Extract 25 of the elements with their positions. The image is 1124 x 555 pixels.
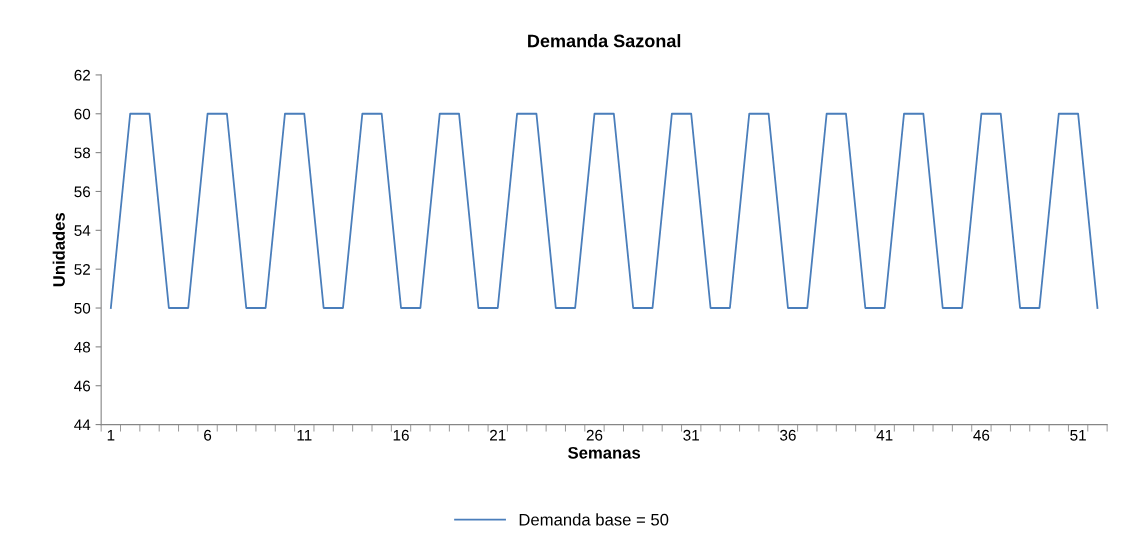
x-tick-label: 21: [490, 429, 506, 441]
legend-label: Demanda base = 50: [519, 513, 669, 526]
x-tick-label: 16: [393, 429, 409, 441]
x-tick-label: 36: [780, 429, 796, 441]
y-tick-label: 48: [74, 341, 91, 353]
y-tick-label: 54: [74, 225, 91, 237]
x-tick-label: 41: [876, 430, 893, 441]
chart-title: Demanda Sazonal: [528, 34, 681, 48]
x-tick-label: 26: [586, 429, 603, 441]
x-tick-label: 51: [1070, 430, 1086, 441]
x-tick-label: 11: [297, 430, 312, 441]
y-tick-label: 56: [74, 186, 91, 198]
y-tick-label: 60: [74, 108, 91, 120]
x-tick-label: 1: [107, 430, 115, 441]
x-tick-label: 31: [683, 429, 699, 441]
y-tick-label: 46: [74, 380, 91, 392]
x-tick-label: 6: [204, 429, 212, 441]
y-tick-label: 44: [74, 419, 91, 431]
y-tick-label: 52: [74, 264, 90, 275]
y-axis-title: Unidades: [52, 212, 65, 287]
y-tick-label: 50: [74, 302, 91, 314]
y-tick-label: 62: [74, 69, 90, 81]
x-axis-title: Semanas: [568, 446, 641, 459]
x-tick-label: 46: [973, 429, 990, 441]
y-tick-label: 58: [74, 147, 91, 159]
